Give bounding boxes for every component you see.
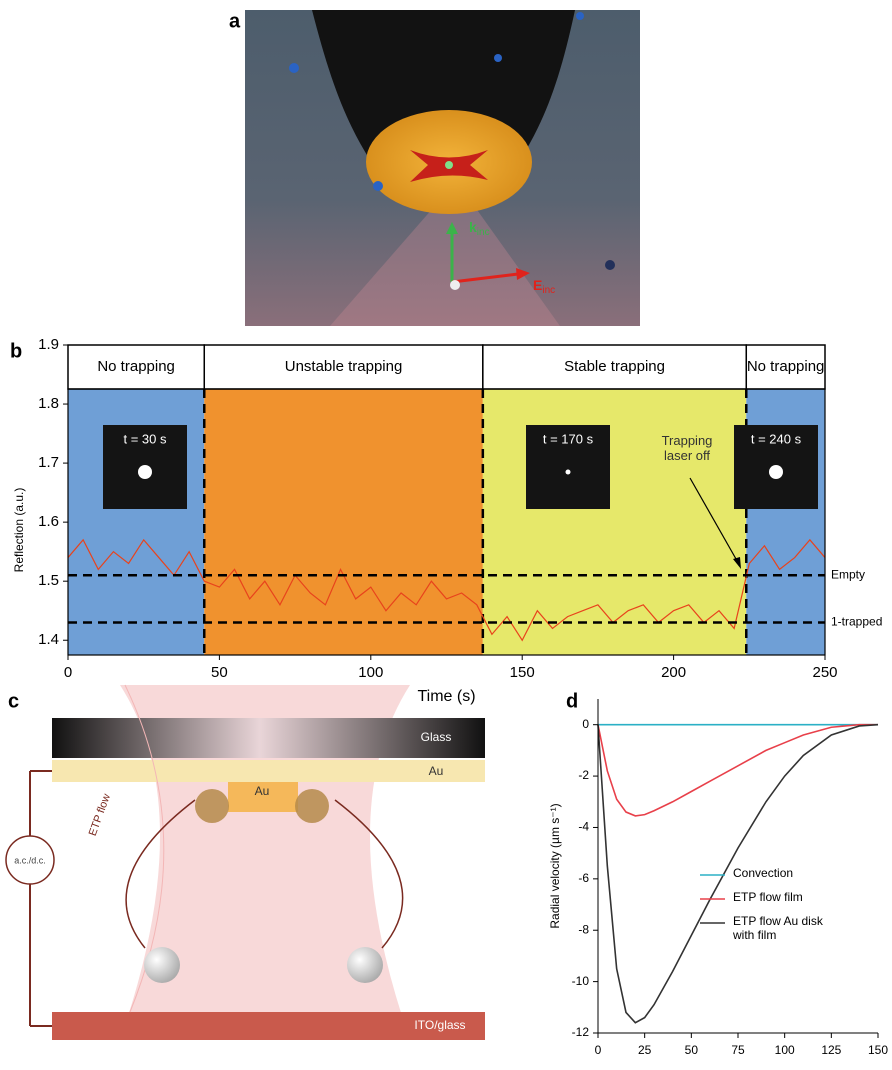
bead [144,947,180,983]
y-tick-label: 1.9 [38,336,59,353]
trapped-particle [445,161,453,169]
x-tick-label: 150 [868,1043,888,1057]
y-tick-label: -10 [572,974,590,988]
particle [494,54,502,62]
inset-label: t = 240 s [751,431,802,446]
inset-label: t = 30 s [124,431,167,446]
e-subscript: inc [542,285,555,296]
y-tick-label: -6 [578,871,589,885]
inset-spot [769,465,783,479]
au-film-label: Au [429,764,444,778]
page: { "panel_labels": ["a", "b", "c", "d"], … [0,0,892,1070]
particle [576,12,584,20]
x-tick-label: 50 [685,1043,699,1057]
y-tick-label: 1.8 [38,395,59,412]
legend-label: ETP flow film [733,891,833,905]
legend-label-box: ETP flow Au disk with film [733,915,833,951]
region-label: No trapping [68,347,204,387]
y-tick-label: 1.6 [38,513,59,530]
series-line [598,725,878,816]
k-subscript: inc [477,227,490,238]
e-symbol: E [533,277,542,293]
k-symbol: k [469,219,477,235]
panel-label: a [229,10,241,32]
y-tick-label: 1.5 [38,572,59,589]
x-tick-label: 0 [595,1043,602,1057]
x-tick-label: 50 [211,664,228,681]
x-tick-label: 25 [638,1043,652,1057]
region-label: No trapping [746,347,825,387]
region-label: Stable trapping [483,347,746,387]
y-tick-label: 0 [582,717,589,731]
particle [450,280,460,290]
bead [347,947,383,983]
figure: kinc Einc Glass Au Au ETP flow a.c./d.c.… [0,0,892,1065]
x-tick-label: 100 [775,1043,795,1057]
particle [605,260,615,270]
region-label: Unstable trapping [204,347,483,387]
region [483,389,746,655]
reference-label: 1-trapped [831,615,882,629]
au-layer [52,760,485,782]
inset-spot [138,465,152,479]
x-tick-label: 125 [821,1043,841,1057]
glass-label: Glass [421,730,452,744]
panel-label: b [10,340,22,362]
x-axis-label: Time (s) [417,688,475,705]
trapped-bead [195,789,229,823]
reference-label: Empty [831,567,865,581]
x-tick-label: 100 [358,664,383,681]
x-tick-label: 75 [731,1043,745,1057]
legend-label: ETP flow Au disk with film [733,915,833,943]
y-tick-label: 1.4 [38,631,59,648]
x-tick-label: 0 [64,664,72,681]
region-label-box: No trapping [68,347,204,387]
particle [373,181,383,191]
legend-label: Convection [733,867,833,881]
flow-label: ETP flow [87,792,113,837]
x-tick-label: 250 [812,664,837,681]
region-label-box: Stable trapping [483,347,746,387]
au-disk-label: Au [255,784,270,798]
inset-spot [566,470,571,475]
source-label: a.c./d.c. [14,855,46,865]
trapped-bead [295,789,329,823]
region-label-box: Unstable trapping [204,347,483,387]
region-label-box: No trapping [746,347,825,387]
y-tick-label: -4 [578,820,589,834]
annotation: Trapping laser off [650,434,724,464]
x-tick-label: 150 [510,664,535,681]
y-axis-label: Radial velocity (µm s⁻¹) [548,803,562,928]
particle [289,63,299,73]
y-tick-label: -2 [578,768,589,782]
y-tick-label: -8 [578,922,589,936]
ito-label: ITO/glass [414,1018,465,1032]
y-axis-label: Reflection (a.u.) [12,488,26,573]
y-tick-label: -12 [572,1025,590,1039]
panel-label: c [8,690,19,712]
annotation-box: Trapping laser off [650,434,724,474]
inset-label: t = 170 s [543,431,594,446]
y-tick-label: 1.7 [38,454,59,471]
region [204,389,483,655]
panel-label: d [566,690,578,712]
x-tick-label: 200 [661,664,686,681]
